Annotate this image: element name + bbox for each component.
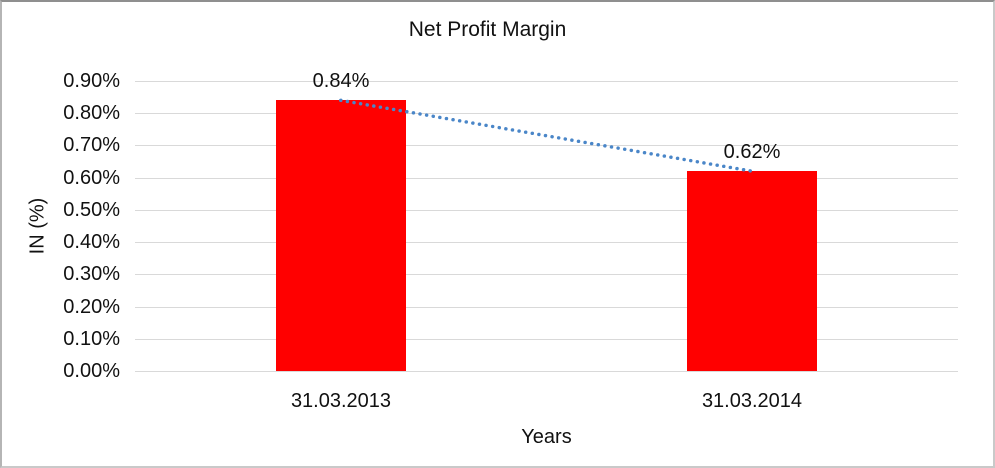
bar-31.03.2013 [276,100,406,371]
gridline [135,242,958,243]
gridline [135,145,958,146]
gridline [135,307,958,308]
y-axis-tick-label: 0.10% [63,328,120,350]
y-axis-tick-label: 0.90% [63,70,120,92]
y-axis-tick-label: 0.50% [63,199,120,221]
bar-value-label: 0.62% [723,141,781,163]
y-axis-tick-label: 0.00% [63,360,120,382]
x-axis-tick-label: 31.03.2014 [701,390,803,412]
bar-value-label: 0.84% [312,70,370,92]
y-axis-tick-label: 0.60% [63,167,120,189]
gridline [135,178,958,179]
gridline [135,274,958,275]
gridline [135,210,958,211]
bar-31.03.2014 [687,171,817,371]
gridline [135,113,958,114]
y-axis-tick-label: 0.30% [63,263,120,285]
chart-title: Net Profit Margin [408,18,567,41]
x-axis-tick-label: 31.03.2013 [290,390,392,412]
y-axis-tick-label: 0.40% [63,231,120,253]
y-axis-tick-label: 0.80% [63,102,120,124]
gridline [135,339,958,340]
x-axis-line [135,371,958,372]
y-axis-tick-label: 0.70% [63,134,120,156]
x-axis-title: Years [521,426,572,448]
y-axis-tick-label: 0.20% [63,296,120,318]
gridline [135,81,958,82]
